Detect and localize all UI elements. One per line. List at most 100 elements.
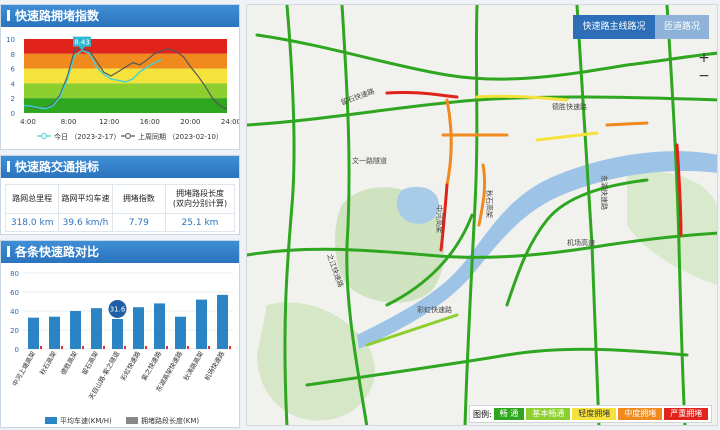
zoom-out-button[interactable]: − (698, 68, 710, 84)
expressway-compare-panel: 各条快速路对比 0 20 40 60 80 中河上塘高架 秋石高架 德胜高架 留石高架 天目山路-… (0, 240, 240, 428)
metric-value: 318.0 km (6, 213, 59, 231)
legend-item-basic-free: 基本畅通 (526, 408, 571, 420)
road-segment (283, 5, 296, 425)
map-canvas[interactable]: 留石快速路德胜快速路文一路隧道中河高架秋石高架机场高速之江快速路彩虹快速路东湖快… (247, 5, 718, 426)
traffic-map[interactable]: 留石快速路 德胜快速路 文一路隧道 中河高架 秋石高架 机场高速 之江快速路 彩虹快速路 东湖快… (246, 4, 718, 426)
panel-title: 各条快速路对比 (15, 245, 100, 259)
metric-total-length: 路网总里程 318.0 km (6, 185, 60, 231)
speed-bar (133, 307, 144, 349)
panel-header: 快速路拥堵指数 (1, 5, 239, 27)
congest-bar (208, 346, 210, 349)
congested-segment (675, 143, 683, 237)
metric-avg-speed: 路网平均车速 39.6 km/h (59, 185, 113, 231)
x-tick-label: 8:00 (61, 118, 77, 126)
legend-item-medium-jam: 中度拥堵 (618, 408, 663, 420)
congest-bar (61, 346, 63, 349)
panel-title: 快速路拥堵指数 (15, 9, 100, 23)
metric-label: 路网平均车速 (61, 194, 110, 203)
x-tick-label: 12:00 (99, 118, 119, 126)
panel-title: 快速路交通指标 (15, 160, 100, 174)
index-band (24, 53, 227, 69)
category-label: 彩虹快速路 (118, 349, 142, 382)
congest-bar (40, 346, 42, 349)
road-label: 机场高速 (567, 238, 595, 247)
today-series (23, 49, 163, 110)
road-segment (385, 213, 474, 307)
congest-bar (229, 346, 231, 349)
highlight-label: 31.6 (110, 305, 126, 313)
speed-bar (196, 299, 207, 349)
road-segment (575, 5, 601, 425)
speed-bar (154, 303, 165, 349)
congested-segment (445, 98, 453, 187)
road-label: 留石快速路 (340, 86, 376, 106)
legend-congest-swatch (126, 417, 138, 424)
tab-ramp-traffic[interactable]: 匝道路况 (655, 15, 709, 39)
category-label: 紫之快速路 (139, 349, 163, 382)
road-segment (247, 231, 717, 259)
peak-marker (73, 36, 91, 51)
x-tick-label: 4:00 (20, 118, 36, 126)
legend-title: 图例: (473, 409, 492, 419)
category-label: 机场快速路 (202, 349, 226, 382)
y-tick-label: 60 (10, 289, 19, 297)
road-label: 东湖快速路 (600, 175, 609, 210)
traffic-metrics-panel: 快速路交通指标 路网总里程 318.0 km 路网平均车速 39.6 km/h … (0, 155, 240, 235)
congestion-index-panel: 快速路拥堵指数 0 2 4 6 8 10 4:00 8:00 12:00 16:00 20:00 24… (0, 4, 241, 150)
road-segment (665, 5, 687, 425)
congested-segment (535, 131, 599, 142)
legend-today-marker (41, 133, 47, 139)
category-label: 德胜高架 (58, 349, 79, 376)
last-week-series (23, 47, 228, 110)
metric-label: 拥堵指数 (122, 194, 155, 203)
speed-bar (70, 311, 81, 349)
congested-segment (605, 121, 649, 127)
y-tick-label: 2 (11, 95, 15, 103)
legend-today-label: 今日 （2023-2-17） (54, 132, 120, 141)
speed-bar (28, 317, 39, 349)
metric-value: 39.6 km/h (59, 213, 112, 231)
speed-bar (175, 316, 186, 349)
congest-bar (82, 346, 84, 349)
legend-last-marker (125, 133, 131, 139)
speed-bar (91, 308, 102, 349)
metric-congestion-index: 拥堵指数 7.79 (112, 185, 166, 231)
legend-item-free: 畅 通 (493, 408, 525, 420)
panel-header: 各条快速路对比 (1, 241, 239, 263)
road-segment (255, 33, 717, 81)
lake (396, 186, 440, 224)
road-segment (365, 313, 459, 347)
y-tick-label: 80 (10, 270, 19, 278)
congestion-index-chart: 0 2 4 6 8 10 4:00 8:00 12:00 16:00 20:00 24:00 8.43 今… (6, 36, 241, 141)
river (357, 151, 717, 349)
road-segment (340, 5, 369, 425)
metric-label: 路网总里程 (12, 194, 53, 203)
panel-header: 快速路交通指标 (1, 156, 239, 178)
category-label: 中河上塘高架 (10, 349, 38, 388)
legend-congest-label: 拥堵路段长度(KM) (141, 416, 199, 425)
y-tick-label: 20 (10, 327, 19, 335)
congest-bar (145, 346, 147, 349)
tab-mainline-traffic[interactable]: 快速路主线路况 (573, 15, 655, 39)
legend-last-label: 上周同期 （2023-02-10） (138, 132, 223, 141)
metrics-table: 路网总里程 318.0 km 路网平均车速 39.6 km/h 拥堵指数 7.7… (5, 184, 235, 232)
category-label: 留石高架 (79, 349, 100, 376)
road-label: 秋石高架 (485, 190, 494, 218)
y-tick-label: 40 (10, 308, 19, 316)
y-tick-label: 4 (11, 80, 16, 88)
x-tick-label: 24:00 (221, 118, 239, 126)
index-band (24, 98, 227, 113)
speed-bar (217, 294, 228, 349)
legend-speed-label: 平均车速(KM/H) (60, 416, 112, 425)
index-band (24, 68, 227, 84)
metric-label: 拥堵路段长度 (双向分别计算) (172, 189, 228, 208)
zoom-in-button[interactable]: + (698, 50, 710, 66)
road-label: 彩虹快速路 (417, 305, 452, 314)
metric-value: 7.79 (112, 213, 165, 231)
y-tick-label: 0 (15, 346, 19, 354)
legend-speed-swatch (45, 417, 57, 424)
peak-label: 8.43 (74, 39, 90, 47)
congested-segment (475, 94, 569, 102)
category-label: 秋石高架 (37, 349, 58, 376)
congest-bar (103, 346, 105, 349)
